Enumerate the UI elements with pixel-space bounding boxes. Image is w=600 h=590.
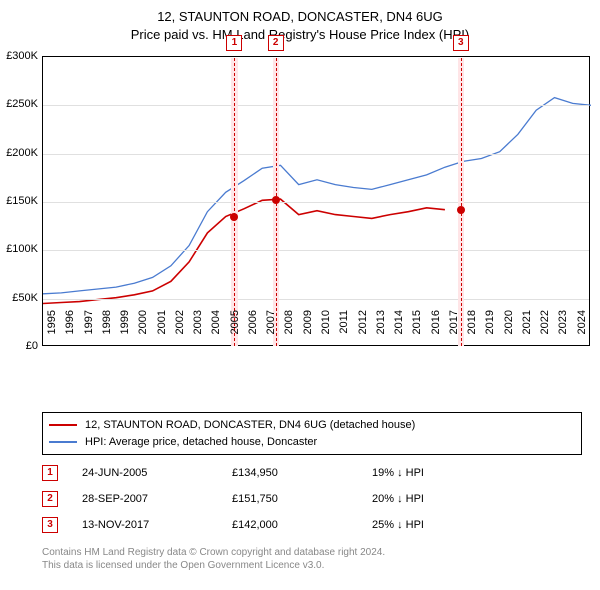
sales-row-date: 13-NOV-2017 <box>82 519 232 531</box>
y-gridline <box>43 202 589 203</box>
sale-marker-box: 1 <box>226 35 242 51</box>
x-tick-label: 2020 <box>503 310 515 350</box>
x-tick-label: 2012 <box>357 310 369 350</box>
x-tick-label: 1997 <box>83 310 95 350</box>
x-tick-label: 2010 <box>320 310 332 350</box>
y-tick-label: £200K <box>0 147 38 159</box>
x-tick-label: 2021 <box>521 310 533 350</box>
y-tick-label: £100K <box>0 243 38 255</box>
sales-table: 1 24-JUN-2005£134,95019% ↓ HPI 2 28-SEP-200… <box>42 460 582 538</box>
series-hpi <box>43 98 591 294</box>
sales-row-price: £134,950 <box>232 467 372 479</box>
sales-row: 1 24-JUN-2005£134,95019% ↓ HPI <box>42 460 582 486</box>
x-tick-label: 1995 <box>46 310 58 350</box>
x-tick-label: 2007 <box>265 310 277 350</box>
x-tick-label: 2002 <box>174 310 186 350</box>
sale-vline <box>234 58 235 346</box>
title-block: 12, STAUNTON ROAD, DONCASTER, DN4 6UG Pr… <box>0 0 600 44</box>
sales-row: 3 13-NOV-2017£142,00025% ↓ HPI <box>42 512 582 538</box>
y-gridline <box>43 154 589 155</box>
sales-row-delta: 19% ↓ HPI <box>372 467 492 479</box>
legend-label-hpi: HPI: Average price, detached house, Donc… <box>85 434 317 451</box>
x-tick-label: 1996 <box>64 310 76 350</box>
x-tick-label: 2008 <box>283 310 295 350</box>
sale-marker-box: 2 <box>268 35 284 51</box>
sales-row-delta: 20% ↓ HPI <box>372 493 492 505</box>
footer-line1: Contains HM Land Registry data © Crown c… <box>42 546 582 559</box>
footer-line2: This data is licensed under the Open Gov… <box>42 559 582 572</box>
x-tick-label: 2003 <box>192 310 204 350</box>
y-tick-label: £300K <box>0 50 38 62</box>
plot-area: 123 <box>42 56 590 346</box>
y-tick-label: £50K <box>0 292 38 304</box>
x-tick-label: 2018 <box>466 310 478 350</box>
sales-row-marker: 1 <box>42 465 58 481</box>
x-tick-label: 2014 <box>393 310 405 350</box>
x-tick-label: 2019 <box>484 310 496 350</box>
sales-row-date: 24-JUN-2005 <box>82 467 232 479</box>
x-tick-label: 2005 <box>229 310 241 350</box>
x-tick-label: 2009 <box>302 310 314 350</box>
x-tick-label: 2006 <box>247 310 259 350</box>
x-tick-label: 2015 <box>411 310 423 350</box>
chart: 123 £0£50K£100K£150K£200K£250K£300K19951… <box>42 56 590 366</box>
legend-label-property: 12, STAUNTON ROAD, DONCASTER, DN4 6UG (d… <box>85 417 415 434</box>
title-subtitle: Price paid vs. HM Land Registry's House … <box>0 26 600 44</box>
sales-row-marker: 3 <box>42 517 58 533</box>
sales-row-price: £151,750 <box>232 493 372 505</box>
y-tick-label: £250K <box>0 98 38 110</box>
x-tick-label: 2023 <box>557 310 569 350</box>
title-address: 12, STAUNTON ROAD, DONCASTER, DN4 6UG <box>0 8 600 26</box>
sales-row-marker: 2 <box>42 491 58 507</box>
sale-dot <box>230 213 238 221</box>
x-tick-label: 1998 <box>101 310 113 350</box>
x-tick-label: 2016 <box>430 310 442 350</box>
sale-dot <box>457 206 465 214</box>
x-tick-label: 2000 <box>137 310 149 350</box>
x-tick-label: 2004 <box>210 310 222 350</box>
footer: Contains HM Land Registry data © Crown c… <box>42 546 582 572</box>
y-gridline <box>43 105 589 106</box>
y-tick-label: £150K <box>0 195 38 207</box>
y-gridline <box>43 299 589 300</box>
x-tick-label: 2013 <box>375 310 387 350</box>
x-tick-label: 2001 <box>156 310 168 350</box>
x-tick-label: 1999 <box>119 310 131 350</box>
legend-swatch-property <box>49 424 77 426</box>
legend-swatch-hpi <box>49 441 77 443</box>
x-tick-label: 2022 <box>539 310 551 350</box>
sales-row-date: 28-SEP-2007 <box>82 493 232 505</box>
y-gridline <box>43 250 589 251</box>
legend-row-property: 12, STAUNTON ROAD, DONCASTER, DN4 6UG (d… <box>49 417 575 434</box>
y-tick-label: £0 <box>0 340 38 352</box>
sales-row-price: £142,000 <box>232 519 372 531</box>
legend-row-hpi: HPI: Average price, detached house, Donc… <box>49 434 575 451</box>
sales-row: 2 28-SEP-2007£151,75020% ↓ HPI <box>42 486 582 512</box>
legend: 12, STAUNTON ROAD, DONCASTER, DN4 6UG (d… <box>42 412 582 455</box>
sale-vline <box>461 58 462 346</box>
x-tick-label: 2017 <box>448 310 460 350</box>
sale-dot <box>272 196 280 204</box>
x-tick-label: 2024 <box>576 310 588 350</box>
sale-marker-box: 3 <box>453 35 469 51</box>
x-tick-label: 2011 <box>338 310 350 350</box>
sales-row-delta: 25% ↓ HPI <box>372 519 492 531</box>
